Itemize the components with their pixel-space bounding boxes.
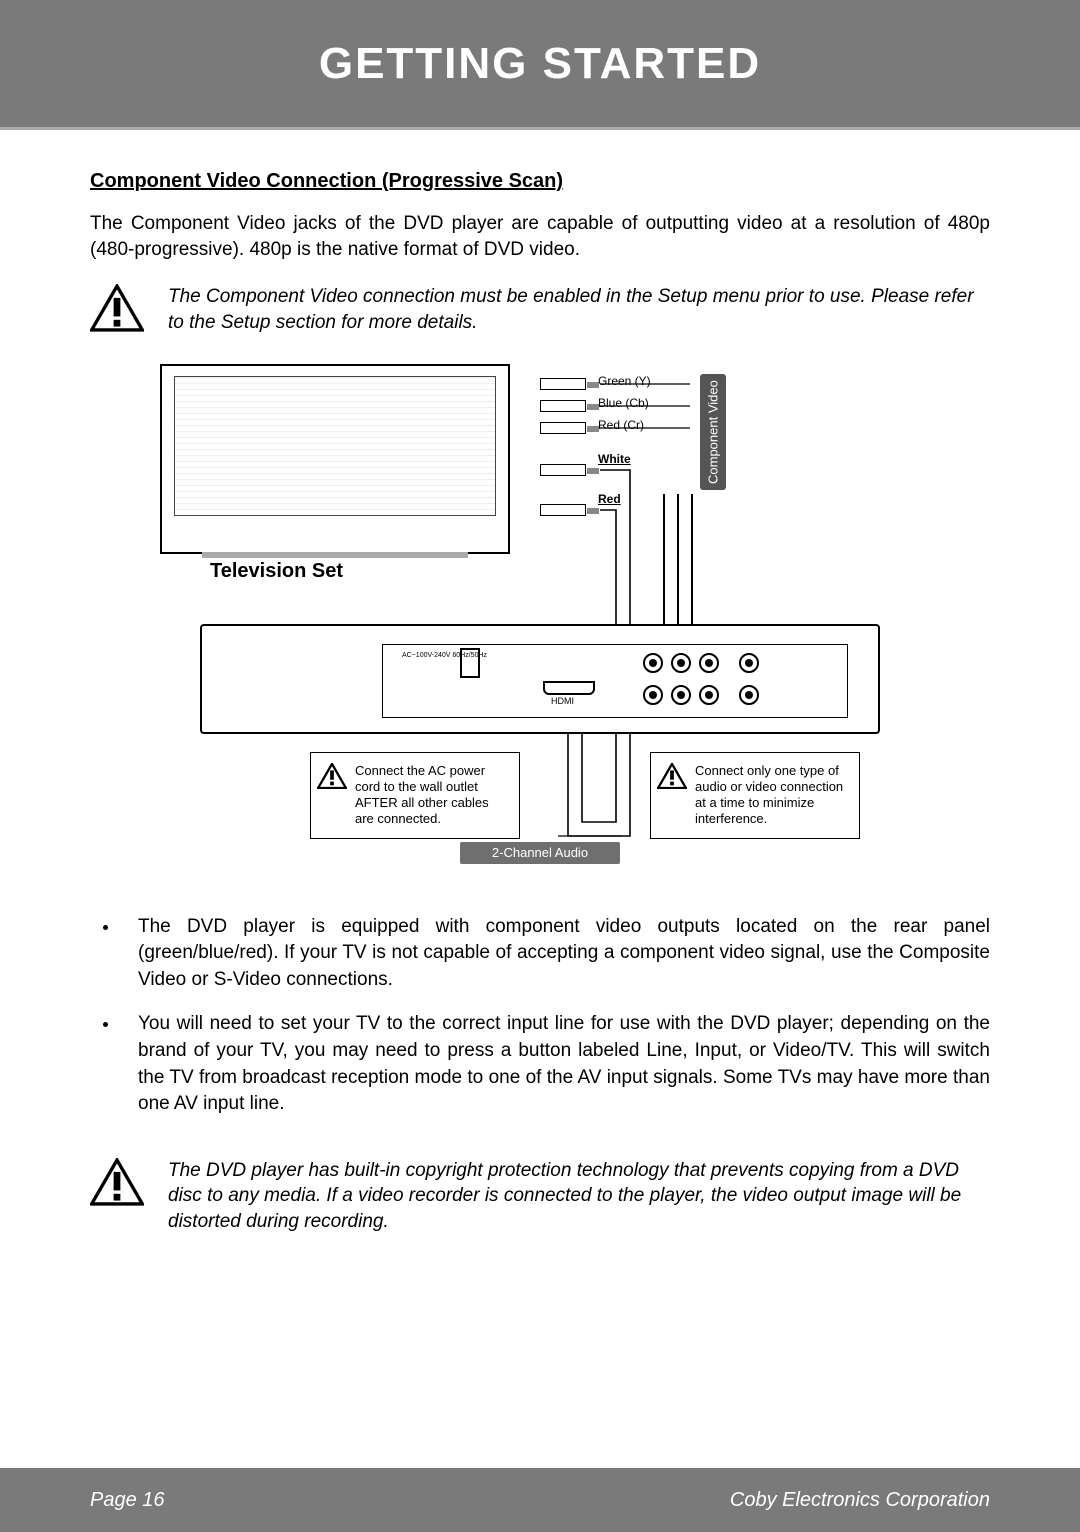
section-heading: Component Video Connection (Progressive … (90, 170, 990, 193)
warning-icon (90, 1158, 144, 1206)
warning-icon (317, 763, 347, 789)
hdmi-port (543, 681, 595, 695)
jack-aud-r (671, 685, 691, 705)
plug-blue (540, 400, 586, 412)
label-blue: Blue (Cb) (598, 396, 649, 410)
dvd-player-box: AC~100V-240V 60Hz/50Hz HDMI (200, 624, 880, 734)
jack-cr (699, 653, 719, 673)
tv-label: Television Set (210, 560, 343, 583)
jack-coax (699, 685, 719, 705)
label-red-cr: Red (Cr) (598, 418, 644, 432)
jack-cb (671, 653, 691, 673)
tip-connection: Connect only one type of audio or video … (650, 752, 860, 839)
component-video-label: Component Video (700, 374, 726, 490)
dvd-inner: HDMI (382, 644, 848, 718)
audio-label: 2-Channel Audio (460, 842, 620, 864)
content-area: Component Video Connection (Progressive … (0, 130, 1080, 1235)
label-red-audio: Red (598, 492, 621, 506)
connection-diagram: Television Set Green (Y) Blue (Cb) Red (… (160, 364, 920, 884)
page-title: GETTING STARTED (319, 39, 761, 89)
jack-video (739, 653, 759, 673)
plug-red-cr (540, 422, 586, 434)
note-1: The Component Video connection must be e… (90, 284, 990, 335)
bullet-2: You will need to set your TV to the corr… (120, 1011, 990, 1117)
tv-screen (174, 376, 496, 516)
footer: Page 16 Coby Electronics Corporation (0, 1468, 1080, 1532)
hdmi-label: HDMI (551, 697, 574, 706)
warning-icon (657, 763, 687, 789)
bullet-1: The DVD player is equipped with componen… (120, 914, 990, 994)
warning-icon (90, 284, 144, 332)
tip-connection-text: Connect only one type of audio or video … (695, 763, 843, 827)
intro-paragraph: The Component Video jacks of the DVD pla… (90, 211, 990, 262)
jack-y (643, 653, 663, 673)
note-2-text: The DVD player has built-in copyright pr… (168, 1158, 990, 1235)
page-number: Page 16 (90, 1489, 165, 1512)
header-band: GETTING STARTED (0, 0, 1080, 130)
company-name: Coby Electronics Corporation (730, 1489, 990, 1512)
plug-green (540, 378, 586, 390)
tip-power-text: Connect the AC power cord to the wall ou… (355, 763, 489, 827)
plug-white (540, 464, 586, 476)
jack-svideo (739, 685, 759, 705)
tv-box (160, 364, 510, 554)
plug-red-audio (540, 504, 586, 516)
bullet-list: The DVD player is equipped with componen… (90, 914, 990, 1118)
note-1-text: The Component Video connection must be e… (168, 284, 990, 335)
tip-power: Connect the AC power cord to the wall ou… (310, 752, 520, 839)
note-2: The DVD player has built-in copyright pr… (90, 1158, 990, 1235)
jack-aud-l (643, 685, 663, 705)
label-white: White (598, 452, 631, 466)
label-green: Green (Y) (598, 374, 651, 388)
